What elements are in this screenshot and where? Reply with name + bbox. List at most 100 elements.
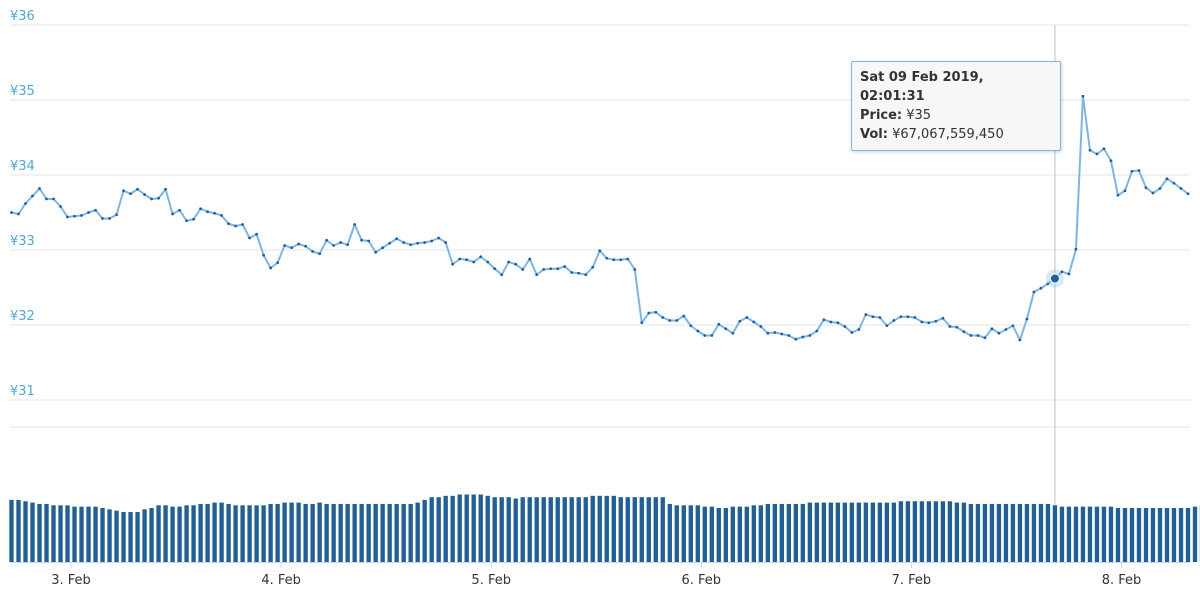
- volume-bar: [737, 506, 742, 562]
- price-point: [563, 265, 567, 268]
- tooltip: Sat 09 Feb 2019, 02:01:31 Price: ¥35 Vol…: [851, 61, 1061, 151]
- volume-bar: [485, 495, 490, 562]
- volume-bar: [492, 497, 497, 562]
- volume-bar: [359, 503, 364, 562]
- volume-bar: [457, 494, 462, 562]
- volume-bar: [1143, 508, 1149, 562]
- price-point: [675, 319, 679, 322]
- volume-bar: [177, 506, 182, 562]
- price-point: [1130, 169, 1134, 173]
- price-point: [948, 325, 952, 328]
- price-point: [864, 313, 868, 316]
- volume-bar: [296, 502, 301, 562]
- price-point: [472, 260, 476, 264]
- volume-bar: [429, 497, 434, 562]
- price-point: [619, 258, 623, 262]
- volume-bar: [254, 505, 259, 562]
- volume-bar: [702, 506, 707, 562]
- price-point: [353, 223, 357, 226]
- volume-bar: [639, 497, 644, 562]
- volume-bar: [828, 502, 834, 562]
- y-tick-label: ¥31: [10, 384, 35, 399]
- volume-bar: [128, 512, 133, 562]
- volume-bar: [303, 503, 308, 562]
- volume-bar: [653, 497, 658, 562]
- volume-bar: [44, 503, 49, 562]
- price-point: [374, 250, 378, 254]
- price-point: [598, 249, 602, 253]
- price-point: [283, 244, 287, 247]
- volume-bar: [366, 503, 371, 562]
- volume-bar: [261, 505, 266, 562]
- price-point: [262, 253, 266, 257]
- price-y-axis-labels: ¥36 ¥35 ¥34 ¥33 ¥32 ¥31: [10, 9, 35, 399]
- price-point: [255, 232, 259, 236]
- volume-bar: [807, 502, 813, 562]
- volume-bar: [954, 502, 960, 562]
- price-point: [234, 224, 237, 228]
- price-point: [1172, 181, 1176, 185]
- price-point: [136, 187, 139, 191]
- y-tick-label: ¥35: [10, 84, 35, 99]
- price-point: [878, 316, 882, 319]
- volume-bar: [142, 509, 147, 562]
- price-point: [990, 327, 994, 331]
- price-point: [52, 197, 55, 201]
- volume-bar: [947, 501, 953, 562]
- price-point: [24, 202, 27, 205]
- volume-bar: [1136, 508, 1142, 562]
- volume-bar: [989, 503, 995, 562]
- volume-bar: [352, 503, 357, 562]
- volume-bar: [527, 497, 532, 562]
- price-point: [360, 238, 364, 242]
- volume-bar: [401, 503, 406, 562]
- volume-bar: [478, 494, 483, 562]
- price-point: [437, 236, 441, 240]
- volume-bar: [212, 502, 217, 562]
- volume-bar: [1066, 506, 1072, 562]
- volume-bar: [597, 495, 602, 562]
- price-point: [129, 192, 132, 196]
- highlighted-price-point[interactable]: [1049, 273, 1060, 284]
- price-point: [612, 258, 616, 262]
- volume-bar: [786, 503, 792, 562]
- price-point: [171, 212, 174, 216]
- price-point: [122, 189, 125, 193]
- volume-bar: [555, 497, 560, 562]
- volume-bar: [16, 499, 21, 562]
- price-point: [59, 205, 62, 208]
- x-tick-label: 6. Feb: [682, 573, 722, 588]
- price-point: [717, 322, 721, 326]
- volume-bar: [275, 503, 280, 562]
- volume-bar: [156, 505, 161, 562]
- price-point: [276, 261, 280, 265]
- price-point: [843, 325, 847, 328]
- price-point: [920, 320, 924, 324]
- volume-bar: [821, 502, 827, 562]
- volume-bar: [856, 502, 862, 562]
- volume-bar: [765, 503, 770, 562]
- price-point: [500, 273, 504, 277]
- volume-bar: [1171, 508, 1177, 562]
- volume-bar: [1024, 503, 1030, 562]
- volume-bar: [240, 505, 245, 562]
- volume-bar: [373, 503, 378, 562]
- volume-bar: [191, 505, 196, 562]
- volume-bar: [891, 502, 897, 562]
- volume-bar: [660, 497, 665, 562]
- price-point: [787, 334, 791, 337]
- price-point: [1102, 147, 1106, 151]
- price-point: [857, 328, 861, 331]
- price-point: [1095, 152, 1099, 156]
- volume-bar: [1094, 506, 1100, 562]
- price-point: [710, 334, 714, 337]
- volume-bar: [618, 497, 623, 562]
- volume-bar: [590, 495, 595, 562]
- volume-bar: [1073, 506, 1079, 562]
- price-point: [507, 260, 511, 264]
- price-point: [1158, 187, 1162, 190]
- price-point: [416, 241, 420, 245]
- volume-bar: [548, 497, 553, 562]
- volume-bar: [23, 501, 28, 562]
